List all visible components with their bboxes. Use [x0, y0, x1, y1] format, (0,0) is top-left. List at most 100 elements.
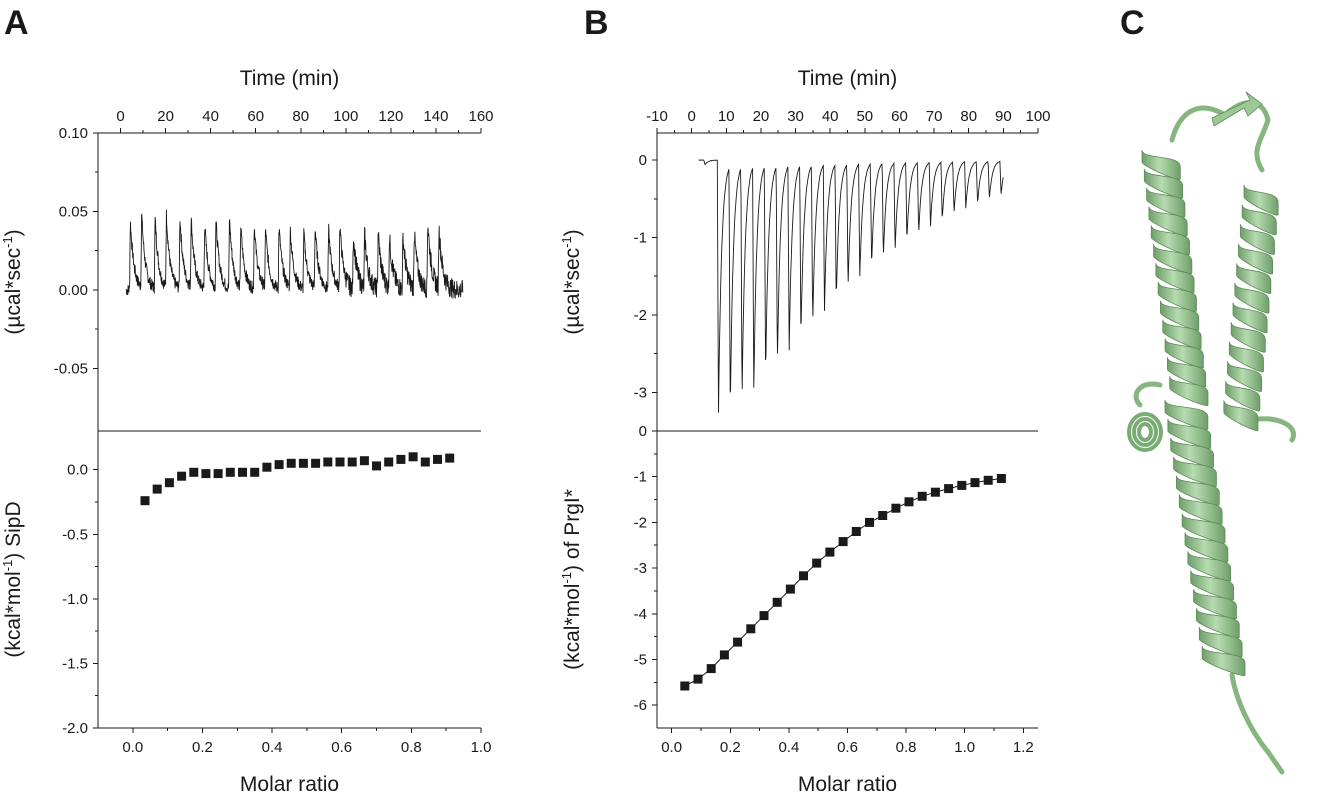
x-tick-label: 1.0: [471, 739, 492, 756]
data-point: [983, 475, 993, 485]
beta-strand: [1211, 91, 1263, 127]
x-tick-label: 0.0: [122, 739, 143, 756]
x-tick-label: 0.6: [837, 739, 858, 756]
data-point: [759, 611, 769, 621]
y-tick-label: -0.05: [54, 360, 88, 377]
data-point: [433, 454, 442, 464]
helix-3: [1164, 399, 1246, 676]
data-point: [140, 496, 150, 506]
x-tick-label: 80: [960, 108, 977, 125]
x-tick-label: 40: [202, 108, 219, 125]
data-point: [298, 458, 308, 468]
data-point: [225, 467, 235, 477]
x-tick-label: 160: [468, 108, 493, 125]
data-point: [238, 467, 247, 477]
y-tick-label: -3: [634, 384, 647, 401]
data-point: [930, 487, 940, 497]
data-point: [286, 458, 296, 468]
x-tick-label: 80: [292, 108, 309, 125]
data-point: [917, 491, 927, 501]
y-tick-label: -6: [634, 697, 647, 714]
x-tick-label: -10: [646, 108, 668, 125]
data-point: [891, 503, 901, 513]
data-point: [719, 650, 729, 660]
data-point: [201, 469, 211, 479]
panel-letter-b: B: [584, 4, 609, 42]
raw-thermogram-trace: [698, 159, 1004, 413]
panel-letter-a: A: [4, 4, 29, 42]
x-tick-label: 1.2: [1013, 739, 1034, 756]
data-point: [706, 664, 716, 674]
data-point: [213, 469, 223, 479]
data-point: [733, 637, 743, 647]
data-point: [250, 467, 260, 477]
data-point: [838, 537, 848, 547]
y-tick-label: 0.10: [59, 125, 88, 142]
data-point: [177, 471, 187, 481]
panel-letter-c: C: [1120, 4, 1145, 42]
y-tick-label: 0: [639, 423, 647, 440]
side-loop: [1133, 381, 1163, 408]
data-point: [970, 478, 980, 488]
data-point: [680, 681, 690, 691]
y-tick-label: -1.0: [62, 591, 88, 608]
x-tick-label: 0.4: [262, 739, 283, 756]
x-tick-label: 30: [787, 108, 804, 125]
data-point: [812, 558, 822, 568]
c-terminal-tail: [1229, 672, 1285, 775]
xlabel-time: Time (min): [240, 67, 340, 90]
data-point: [420, 457, 430, 467]
data-point: [772, 597, 782, 607]
y-tick-label: -2.0: [62, 720, 88, 737]
x-tick-label: 60: [247, 108, 264, 125]
data-point: [799, 571, 808, 581]
data-point: [311, 458, 321, 468]
data-point: [347, 457, 357, 467]
x-tick-label: 0.6: [331, 739, 352, 756]
y-tick-label: -2: [634, 307, 647, 324]
x-tick-label: 70: [926, 108, 943, 125]
fit-curve: [684, 478, 1002, 687]
y-tick-label: 0.05: [59, 203, 88, 220]
x-tick-label: 10: [718, 108, 735, 125]
x-tick-label: 140: [423, 108, 448, 125]
data-point: [904, 497, 914, 507]
x-tick-label: 0: [687, 108, 695, 125]
x-tick-label: 0.8: [896, 739, 917, 756]
protein-ribbon-structure: [1127, 91, 1296, 775]
y-tick-label: -4: [634, 606, 647, 623]
raw-thermogram-trace: [125, 209, 464, 299]
data-point: [372, 461, 381, 471]
y-tick-label: 0: [639, 152, 647, 169]
y-tick-label: -0.5: [62, 526, 88, 543]
y-tick-label: -2: [634, 514, 647, 531]
panel-a: 0 20 40 60 80 100 120 140 160 -0.05 0.00 0.05 0.10 Ti…: [0, 67, 494, 796]
x-tick-label: 0.4: [778, 739, 799, 756]
data-point: [384, 457, 394, 467]
y-tick-label: 0.00: [59, 282, 88, 299]
x-tick-label: 20: [753, 108, 770, 125]
data-point: [865, 517, 874, 527]
y-tick-label: -1: [634, 469, 647, 486]
x-tick-label: 1.0: [954, 739, 975, 756]
data-point: [262, 462, 272, 472]
ylabel-heat: (kcal*mol-1) SipD: [0, 501, 25, 657]
y-tick-label: -5: [634, 651, 647, 668]
ylabel-raw: (µcal*sec-1): [559, 229, 584, 334]
ylabel-raw: (µcal*sec-1): [0, 229, 25, 334]
y-tick-label: -1.5: [62, 655, 88, 672]
x-tick-label: 0: [116, 108, 124, 125]
data-point: [785, 584, 795, 594]
xlabel-molar-ratio: Molar ratio: [798, 773, 897, 796]
data-point: [957, 480, 967, 490]
data-point: [408, 452, 418, 462]
helix-end-on: [1127, 412, 1163, 452]
data-point: [746, 624, 756, 634]
data-point: [396, 454, 406, 464]
xlabel-molar-ratio: Molar ratio: [240, 773, 339, 796]
y-tick-label: -3: [634, 560, 647, 577]
helix-1: [1141, 149, 1209, 406]
y-tick-label: 0.0: [67, 462, 88, 479]
top-loop: [1169, 100, 1271, 173]
